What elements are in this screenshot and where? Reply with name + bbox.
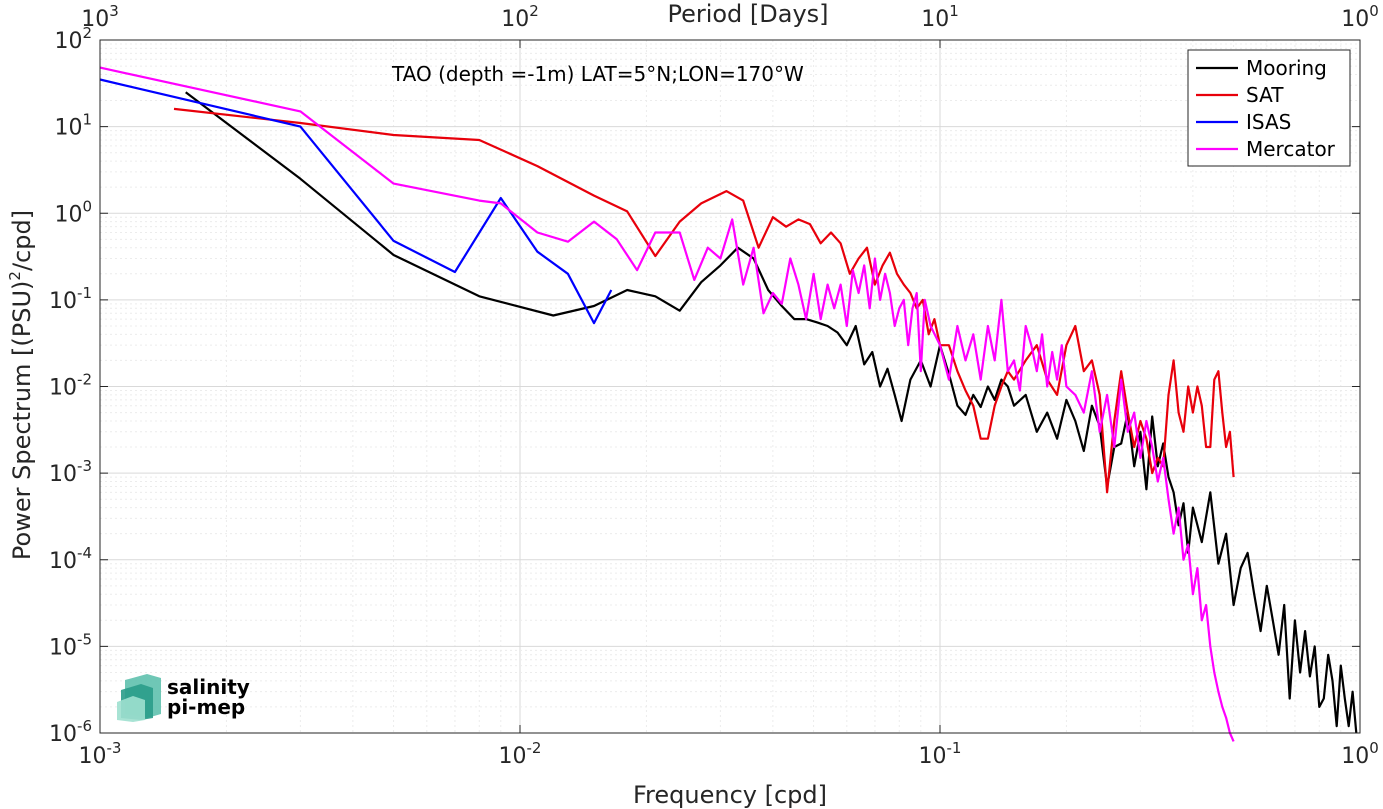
x-tick-label: 10-2 (499, 739, 542, 769)
y-tick-label: 10-1 (49, 284, 92, 314)
legend: Mooring SAT ISAS Mercator (1187, 49, 1351, 167)
legend-label: Mercator (1246, 137, 1336, 161)
legend-label: ISAS (1246, 110, 1291, 134)
x2-tick-label: 100 (1341, 2, 1379, 32)
y-tick-label: 10-4 (49, 544, 92, 574)
plot-frame (99, 39, 1361, 734)
x-axis-title: Frequency [cpd] (633, 781, 827, 809)
legend-box (1187, 49, 1351, 167)
y-tick-label: 102 (54, 24, 92, 54)
y-axis-title-sup: 2 (6, 271, 24, 281)
x-tick-label: 10-1 (919, 739, 962, 769)
x-tick-label: 100 (1341, 739, 1379, 769)
y-tick-label: 10-2 (49, 371, 92, 401)
svg-text:Power Spectrum [(PSU)2/cpd]: Power Spectrum [(PSU)2/cpd] (6, 210, 36, 560)
logo-line1: salinity (167, 675, 250, 699)
y-tick-label: 10-3 (49, 457, 92, 487)
series-line-mercator (99, 66, 1235, 742)
y-tick-label: 100 (54, 197, 92, 227)
y-tick-label: 10-6 (49, 717, 92, 747)
x2-tick-label: 102 (501, 2, 539, 32)
y-tick-label: 10-5 (49, 630, 92, 660)
series-layer (99, 66, 1358, 742)
y-axis-title-tail: /cpd] (8, 210, 36, 271)
legend-label: Mooring (1246, 56, 1327, 80)
x2-tick-label: 101 (921, 2, 959, 32)
logo-line2: pi-mep (167, 695, 245, 719)
series-line-sat (173, 107, 1235, 494)
salinity-pi-mep-logo: salinity pi-mep (117, 674, 250, 722)
y-axis-title-main: Power Spectrum [(PSU) (8, 281, 36, 560)
y-tick-label: 101 (54, 111, 92, 141)
series-line-mooring (185, 91, 1358, 734)
x2-axis-title: Period [Days] (667, 0, 828, 28)
legend-label: SAT (1246, 83, 1284, 107)
y-axis-title: Power Spectrum [(PSU)2/cpd] (6, 210, 36, 560)
x2-tick-label: 103 (81, 2, 119, 32)
x-tick-label: 10-3 (79, 739, 122, 769)
series-line-isas (99, 78, 613, 325)
chart-title: TAO (depth =-1m) LAT=5°N;LON=170°W (391, 62, 804, 86)
